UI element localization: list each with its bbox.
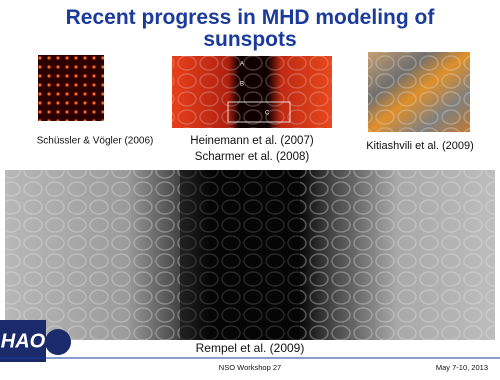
caption: Rempel et al. (2009) <box>196 341 305 355</box>
caption: Kitiashvili et al. (2009) <box>366 140 474 152</box>
image-texture <box>368 52 470 132</box>
umbra <box>180 170 300 340</box>
image-label: B <box>240 82 244 88</box>
image-texture <box>38 55 104 121</box>
image-texture <box>172 56 332 128</box>
footer-text: May 7-10, 2013 <box>436 363 488 372</box>
figure-middle: A B C Heinemann et al. (2007) Scharmer e… <box>172 56 332 163</box>
logo-box <box>0 320 46 362</box>
footer-text: NSO Workshop 27 <box>219 363 281 372</box>
highlight-box <box>227 101 291 123</box>
image-label: C <box>265 111 270 117</box>
caption: Scharmer et al. (2008) <box>195 151 310 163</box>
logo-sun <box>45 329 71 355</box>
figure-bottom: Rempel et al. (2009) <box>5 170 495 355</box>
logo: HAO <box>0 320 71 362</box>
title-line: Recent progress in MHD modeling of sunspo… <box>66 6 436 51</box>
caption: Schüssler & Vögler (2006) <box>37 136 154 147</box>
figure-right: Kitiashvili et al. (2009) <box>366 52 474 152</box>
figure-left: Schüssler & Vögler (2006) <box>37 55 154 147</box>
image-label: A <box>240 62 244 68</box>
caption: Heinemann et al. (2007) <box>190 135 314 147</box>
logo-text: HAO <box>1 330 46 352</box>
